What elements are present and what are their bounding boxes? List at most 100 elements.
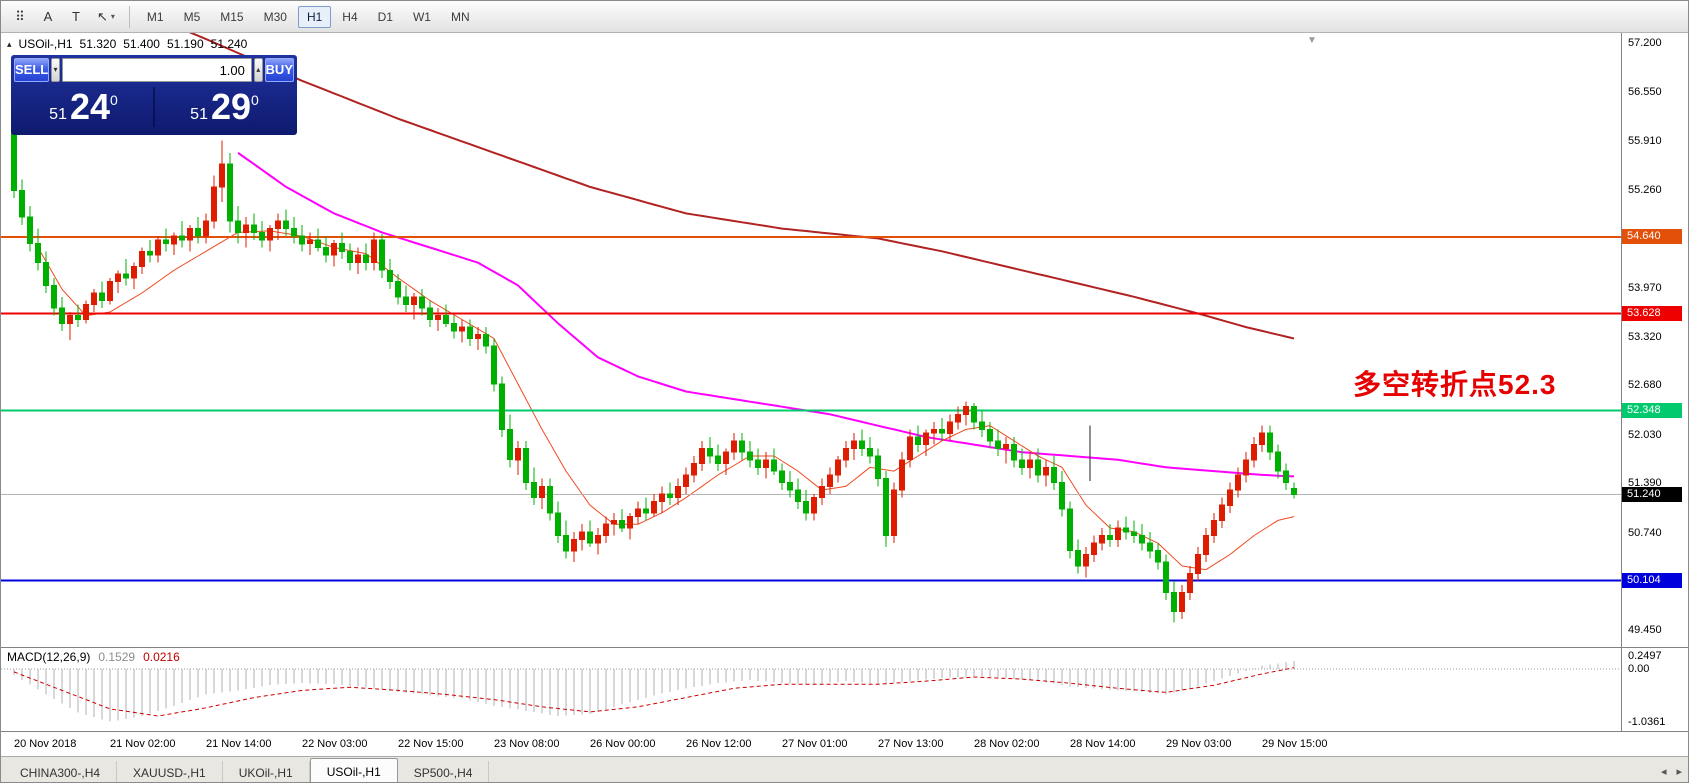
chart-tabs-list: CHINA300-,H4 XAUUSD-,H1 UKOil-,H1 USOil-,H1… bbox=[4, 758, 490, 782]
trendline-tools-icon: ↖ bbox=[97, 8, 108, 24]
macd-axis: 0.2497 0.00 -1.0361 bbox=[1621, 648, 1688, 732]
level-price-label: 54.640 bbox=[1622, 228, 1682, 244]
buy-price-pips: 29 bbox=[210, 86, 252, 127]
timeframe-m1[interactable]: M1 bbox=[146, 9, 164, 24]
chart-annotation-text: 多空转折点52.3 bbox=[1353, 369, 1557, 400]
tab-scroll-right-button[interactable]: ▸ bbox=[1676, 766, 1682, 778]
tab-scroll-buttons: ◂ ▸ bbox=[1661, 765, 1682, 778]
time-axis-label: 29 Nov 15:00 bbox=[1262, 738, 1328, 750]
text-label-icon: A bbox=[43, 9, 53, 24]
candlestick-chart[interactable] bbox=[1, 33, 1621, 647]
text-box-icon: T bbox=[72, 9, 80, 24]
price-axis-tick: 55.260 bbox=[1628, 183, 1662, 196]
toolbar-separator bbox=[128, 5, 130, 28]
chart-tabs: CHINA300-,H4 XAUUSD-,H1 UKOil-,H1 USOil-,H1… bbox=[1, 756, 1688, 782]
macd-indicator-label: MACD(12,26,9) bbox=[7, 650, 91, 664]
time-axis-label: 27 Nov 01:00 bbox=[782, 738, 848, 750]
time-axis-label: 21 Nov 02:00 bbox=[110, 738, 176, 750]
price-axis-tick: 50.740 bbox=[1628, 526, 1662, 539]
timeframe-m5[interactable]: M5 bbox=[183, 9, 201, 24]
tab-ukoil-h1[interactable]: UKOil-,H1 bbox=[223, 761, 310, 782]
time-axis-label: 26 Nov 00:00 bbox=[590, 738, 656, 750]
buy-price-display[interactable]: 51 29 0 bbox=[155, 84, 294, 130]
macd-axis-tick: 0.00 bbox=[1628, 662, 1650, 675]
macd-axis-tick: 0.2497 bbox=[1628, 650, 1662, 662]
macd-signal-value: 0.0216 bbox=[143, 650, 180, 664]
time-axis-label: 22 Nov 03:00 bbox=[302, 738, 368, 750]
price-axis-tick: 57.200 bbox=[1628, 36, 1662, 49]
sell-price-pips: 24 bbox=[69, 86, 111, 127]
ohlc-close: 51.240 bbox=[210, 37, 248, 51]
level-price-label: 53.628 bbox=[1622, 305, 1682, 321]
timeframe-mn[interactable]: MN bbox=[450, 9, 470, 24]
buy-price-point: 0 bbox=[251, 92, 259, 108]
buy-price-integer: 51 bbox=[190, 106, 208, 123]
macd-pane[interactable]: MACD(12,26,9) 0.1529 0.0216 0.2497 0.00 -1… bbox=[1, 647, 1688, 732]
overlay-ma-fast bbox=[37, 230, 1295, 571]
timeframe-h4[interactable]: H4 bbox=[342, 9, 358, 24]
time-axis-label: 27 Nov 13:00 bbox=[878, 738, 944, 750]
tab-china300-h4[interactable]: CHINA300-,H4 bbox=[4, 761, 118, 782]
tool-button-cursor-grid-icon[interactable]: ⠿ bbox=[7, 5, 33, 29]
sell-button[interactable]: SELL bbox=[14, 58, 50, 82]
price-axis-tick: 52.680 bbox=[1628, 379, 1662, 392]
timeframe-d1[interactable]: D1 bbox=[377, 9, 393, 24]
price-axis-tick: 52.030 bbox=[1628, 428, 1662, 441]
volume-up-button[interactable]: ▴ bbox=[253, 58, 263, 82]
tab-usoil-h1[interactable]: USOil-,H1 bbox=[309, 758, 398, 782]
symbol-timeframe-label: USOil-,H1 bbox=[18, 37, 73, 51]
price-axis-tick: 55.910 bbox=[1628, 134, 1662, 147]
timeframe-toolbar: M1 M5 M15 M30 H1 H4 D1 W1 MN bbox=[138, 5, 479, 28]
trade-widget-divider bbox=[153, 87, 155, 127]
price-axis-tick: 51.390 bbox=[1628, 477, 1662, 490]
ohlc-high: 51.400 bbox=[123, 37, 160, 51]
tab-xauusd-h1[interactable]: XAUUSD-,H1 bbox=[117, 761, 223, 782]
chart-header: ▴ USOil-,H1 51.320 51.400 51.190 51.240 bbox=[7, 37, 247, 51]
chart-area[interactable]: ▴ USOil-,H1 51.320 51.400 51.190 51.240 … bbox=[1, 33, 1688, 647]
macd-signal-line bbox=[13, 667, 1295, 717]
chart-scroll-marker-icon[interactable]: ▼ bbox=[1307, 35, 1317, 46]
macd-axis-tick: -1.0361 bbox=[1628, 716, 1666, 728]
trade-widget-prices: 51 24 0 51 29 0 bbox=[14, 82, 294, 132]
trade-widget-controls: SELL ▾ ▴ BUY bbox=[14, 58, 294, 82]
cursor-grid-icon: ⠿ bbox=[15, 8, 25, 24]
dropdown-caret-icon: ▾ bbox=[110, 12, 115, 21]
price-axis-tick: 53.320 bbox=[1628, 330, 1662, 343]
time-axis-label: 28 Nov 02:00 bbox=[974, 738, 1040, 750]
macd-chart[interactable] bbox=[1, 648, 1621, 732]
time-axis-label: 28 Nov 14:00 bbox=[1070, 738, 1136, 750]
tool-button-text-box-icon[interactable]: T bbox=[63, 5, 89, 29]
one-click-trading-widget: SELL ▾ ▴ BUY 51 24 0 51 29 0 bbox=[11, 55, 297, 135]
sell-price-display[interactable]: 51 24 0 bbox=[14, 84, 153, 130]
timeframe-m30[interactable]: M30 bbox=[263, 9, 287, 24]
buy-button[interactable]: BUY bbox=[264, 58, 294, 82]
collapse-arrow-icon[interactable]: ▴ bbox=[7, 38, 12, 49]
timeframe-m15[interactable]: M15 bbox=[220, 9, 244, 24]
sell-price-integer: 51 bbox=[49, 106, 67, 123]
timeframe-h1[interactable]: H1 bbox=[297, 5, 332, 28]
drawing-toolbar: ⠿ A T ↖ ▾ bbox=[7, 5, 121, 29]
tool-button-trendline-tools-icon[interactable]: ↖ ▾ bbox=[91, 5, 121, 29]
time-axis-label: 21 Nov 14:00 bbox=[206, 738, 272, 750]
ohlc-open: 51.320 bbox=[79, 37, 117, 51]
toolbar: ⠿ A T ↖ ▾ M1 M5 M15 M30 H1 H4 D1 W1 MN bbox=[1, 1, 1688, 33]
price-axis-tick: 56.550 bbox=[1628, 86, 1662, 99]
price-axis-tick: 49.450 bbox=[1628, 624, 1662, 637]
tool-button-text-label-icon[interactable]: A bbox=[35, 5, 61, 29]
ohlc-low: 51.190 bbox=[166, 37, 204, 51]
timeframe-w1[interactable]: W1 bbox=[412, 9, 431, 24]
tab-sp500-h4[interactable]: SP500-,H4 bbox=[398, 761, 490, 782]
time-axis-label: 20 Nov 2018 bbox=[14, 738, 77, 750]
price-axis-tick: 53.970 bbox=[1628, 281, 1662, 294]
volume-down-button[interactable]: ▾ bbox=[51, 58, 60, 82]
current-price-label: 51.240 bbox=[1622, 486, 1682, 502]
time-axis-label: 26 Nov 12:00 bbox=[686, 738, 752, 750]
volume-input[interactable] bbox=[61, 58, 252, 82]
overlay-ma-slow bbox=[188, 33, 1295, 340]
overlay-ma-mid bbox=[237, 151, 1295, 478]
time-axis-label: 22 Nov 15:00 bbox=[398, 738, 464, 750]
time-axis[interactable]: 20 Nov 2018 21 Nov 02:00 21 Nov 14:00 22 No… bbox=[1, 731, 1688, 756]
price-axis[interactable]: 57.200 56.550 55.910 55.260 53.970 53.320 52.6… bbox=[1621, 33, 1688, 647]
tab-scroll-left-button[interactable]: ◂ bbox=[1660, 766, 1667, 778]
